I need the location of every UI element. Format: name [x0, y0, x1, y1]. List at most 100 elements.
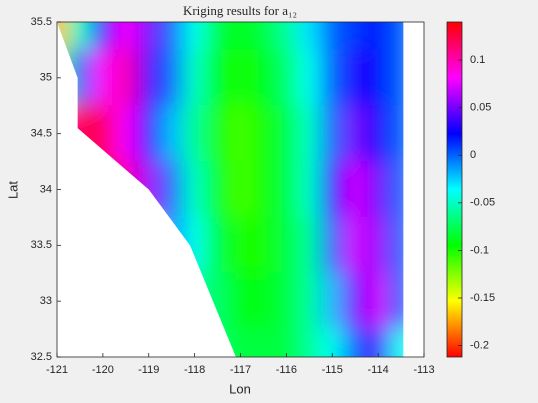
x-tick-label: -118	[184, 364, 205, 376]
field-cell	[366, 216, 391, 274]
field-cell	[389, 49, 404, 107]
field-cell	[389, 161, 404, 218]
field-cell	[251, 22, 276, 51]
field-cell	[297, 328, 322, 357]
field-cell	[67, 22, 92, 51]
field-cell	[274, 272, 299, 330]
field-cell	[366, 49, 391, 107]
field-cell	[90, 22, 115, 51]
field-cell	[366, 105, 391, 163]
colorbar-tick-label: 0	[470, 149, 476, 161]
field-cell	[366, 272, 391, 330]
field-cell	[205, 216, 230, 274]
field-cell	[205, 49, 230, 107]
x-tick-label: -121	[46, 364, 68, 376]
field-cell	[182, 105, 207, 163]
field-cell	[251, 272, 276, 330]
field-cell	[228, 216, 253, 274]
field-cell	[113, 22, 138, 51]
x-tick-label: -113	[413, 364, 434, 376]
field-cell	[389, 22, 404, 51]
colorbar-tick-label: 0.05	[470, 102, 491, 114]
field-cell	[320, 216, 345, 274]
field-cell	[205, 161, 230, 218]
field-cell	[90, 49, 115, 107]
colorbar-tick-label: -0.2	[470, 339, 489, 351]
field-cell	[274, 161, 299, 218]
y-tick-label: 34.5	[31, 128, 52, 140]
field-cell	[297, 161, 322, 218]
field-cell	[136, 22, 161, 51]
field-cell	[297, 49, 322, 107]
field-cell	[297, 105, 322, 163]
colorbar	[446, 21, 463, 358]
colorbar-tick-label: -0.05	[470, 197, 495, 209]
field-cell	[366, 161, 391, 218]
field-cell	[297, 216, 322, 274]
y-tick-label: 35	[40, 72, 52, 84]
field-cell	[182, 161, 207, 218]
field-cell	[251, 328, 276, 357]
x-tick-label: -116	[276, 364, 297, 376]
x-tick-label: -114	[368, 364, 389, 376]
y-tick-label: 33	[40, 295, 52, 307]
field-cell	[274, 105, 299, 163]
field-cell	[228, 161, 253, 218]
field-cell	[297, 22, 322, 51]
field-cell	[320, 49, 345, 107]
field-cell	[320, 22, 345, 51]
field-cell	[320, 105, 345, 163]
chart-title: Kriging results for a₁₂	[183, 3, 297, 18]
field-cell	[228, 22, 253, 51]
field-cell	[343, 272, 368, 330]
colorbar-tick-label: 0.1	[470, 54, 485, 66]
field-cell	[320, 161, 345, 218]
field-cell	[274, 216, 299, 274]
y-tick-label: 33.5	[31, 239, 52, 251]
field-cell	[113, 105, 138, 163]
field-cell	[366, 22, 391, 51]
field-cell	[57, 22, 69, 51]
colorbar-tick-label: -0.15	[470, 292, 495, 304]
field-cell	[389, 216, 404, 274]
y-tick-label: 34	[40, 183, 52, 195]
x-tick-label: -117	[230, 364, 251, 376]
field-cell	[159, 49, 184, 107]
field-cell	[136, 49, 161, 107]
field-cell	[343, 49, 368, 107]
field-cell	[297, 272, 322, 330]
field-cell	[343, 216, 368, 274]
x-tick-label: -115	[322, 364, 343, 376]
y-axis-label: Lat	[5, 181, 20, 199]
y-tick-label: 32.5	[31, 351, 52, 363]
field-cell	[228, 328, 253, 357]
field-cell	[389, 328, 404, 357]
field-cell	[228, 272, 253, 330]
field-cell	[366, 328, 391, 357]
field-cell	[343, 105, 368, 163]
field-cell	[159, 22, 184, 51]
field-cell	[251, 216, 276, 274]
field-cell	[182, 22, 207, 51]
y-tick-label: 35.5	[31, 16, 52, 28]
x-tick-label: -119	[138, 364, 159, 376]
field-cell	[389, 105, 404, 163]
field-cell	[274, 49, 299, 107]
field-cell	[320, 328, 345, 357]
field-cell	[389, 272, 404, 330]
x-tick-label: -120	[92, 364, 114, 376]
field-cell	[228, 105, 253, 163]
field-cell	[343, 328, 368, 357]
field-cell	[320, 272, 345, 330]
field-cell	[251, 49, 276, 107]
field-cell	[251, 161, 276, 218]
field-cell	[182, 49, 207, 107]
field-cell	[205, 22, 230, 51]
field-cell	[343, 161, 368, 218]
x-axis-label: Lon	[229, 381, 251, 396]
field-cell	[159, 105, 184, 163]
field-cell	[274, 22, 299, 51]
field-cell	[251, 105, 276, 163]
